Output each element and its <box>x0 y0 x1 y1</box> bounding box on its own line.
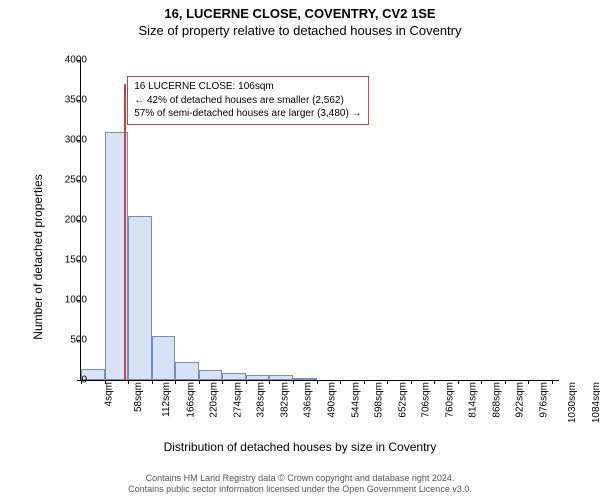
x-tick-label: 220sqm <box>209 382 220 418</box>
footer-line2: Contains public sector information licen… <box>0 484 600 496</box>
x-tick-mark <box>293 380 294 384</box>
x-axis-label: Distribution of detached houses by size … <box>0 440 600 454</box>
x-tick-mark <box>340 380 341 384</box>
x-tick-label: 4sqm <box>103 382 114 406</box>
x-tick-label: 706sqm <box>421 382 432 418</box>
x-tick-mark <box>505 380 506 384</box>
y-tick-label: 1000 <box>53 295 87 306</box>
chart-title-line1: 16, LUCERNE CLOSE, COVENTRY, CV2 1SE <box>0 6 600 21</box>
x-tick-label: 976sqm <box>538 382 549 418</box>
histogram-bar <box>152 336 176 380</box>
histogram-bar <box>199 370 223 380</box>
y-tick-label: 2500 <box>53 175 87 186</box>
chart-footer: Contains HM Land Registry data © Crown c… <box>0 473 600 496</box>
info-box-line: 57% of semi-detached houses are larger (… <box>134 107 361 121</box>
x-tick-label: 112sqm <box>161 382 172 417</box>
property-marker-line <box>124 84 126 380</box>
x-tick-mark <box>364 380 365 384</box>
chart-area: Number of detached properties 16 LUCERNE… <box>48 50 568 420</box>
info-box-line: 16 LUCERNE CLOSE: 106sqm <box>134 80 361 94</box>
y-tick-label: 0 <box>53 375 87 386</box>
x-tick-mark <box>528 380 529 384</box>
x-tick-label: 760sqm <box>444 382 455 418</box>
y-tick-label: 3500 <box>53 95 87 106</box>
x-tick-label: 436sqm <box>303 382 314 418</box>
y-tick-label: 4000 <box>53 55 87 66</box>
x-tick-mark <box>387 380 388 384</box>
x-tick-mark <box>269 380 270 384</box>
x-tick-mark <box>246 380 247 384</box>
x-tick-label: 490sqm <box>327 382 338 418</box>
histogram-bar <box>128 216 152 380</box>
histogram-bar <box>175 362 199 380</box>
histogram-bar <box>246 375 270 380</box>
histogram-bar <box>222 373 246 380</box>
x-tick-mark <box>411 380 412 384</box>
x-tick-label: 328sqm <box>256 382 267 418</box>
x-tick-label: 814sqm <box>468 382 479 418</box>
x-tick-label: 652sqm <box>397 382 408 418</box>
x-tick-mark <box>128 380 129 384</box>
y-tick-label: 2000 <box>53 215 87 226</box>
x-tick-mark <box>552 380 553 384</box>
x-tick-label: 922sqm <box>515 382 526 418</box>
y-tick-label: 1500 <box>53 255 87 266</box>
x-tick-label: 1084sqm <box>591 382 600 423</box>
x-tick-mark <box>222 380 223 384</box>
plot-area: 16 LUCERNE CLOSE: 106sqm← 42% of detache… <box>80 60 559 381</box>
x-tick-label: 166sqm <box>185 382 196 418</box>
footer-line1: Contains HM Land Registry data © Crown c… <box>0 473 600 485</box>
y-tick-label: 500 <box>53 335 87 346</box>
x-tick-label: 382sqm <box>279 382 290 418</box>
histogram-bar <box>293 378 317 380</box>
chart-header: 16, LUCERNE CLOSE, COVENTRY, CV2 1SE Siz… <box>0 0 600 38</box>
x-tick-label: 274sqm <box>232 382 243 418</box>
info-box: 16 LUCERNE CLOSE: 106sqm← 42% of detache… <box>127 76 368 125</box>
y-tick-label: 3000 <box>53 135 87 146</box>
histogram-bar <box>269 375 293 380</box>
x-tick-mark <box>434 380 435 384</box>
x-tick-label: 598sqm <box>374 382 385 418</box>
x-tick-label: 544sqm <box>350 382 361 418</box>
x-tick-mark <box>152 380 153 384</box>
x-tick-mark <box>105 380 106 384</box>
x-tick-label: 58sqm <box>133 382 144 412</box>
chart-title-line2: Size of property relative to detached ho… <box>0 23 600 38</box>
x-tick-mark <box>317 380 318 384</box>
x-tick-label: 1030sqm <box>568 382 579 423</box>
x-tick-label: 868sqm <box>491 382 502 418</box>
x-tick-mark <box>199 380 200 384</box>
x-tick-mark <box>458 380 459 384</box>
x-tick-mark <box>175 380 176 384</box>
info-box-line: ← 42% of detached houses are smaller (2,… <box>134 94 361 108</box>
x-tick-mark <box>481 380 482 384</box>
